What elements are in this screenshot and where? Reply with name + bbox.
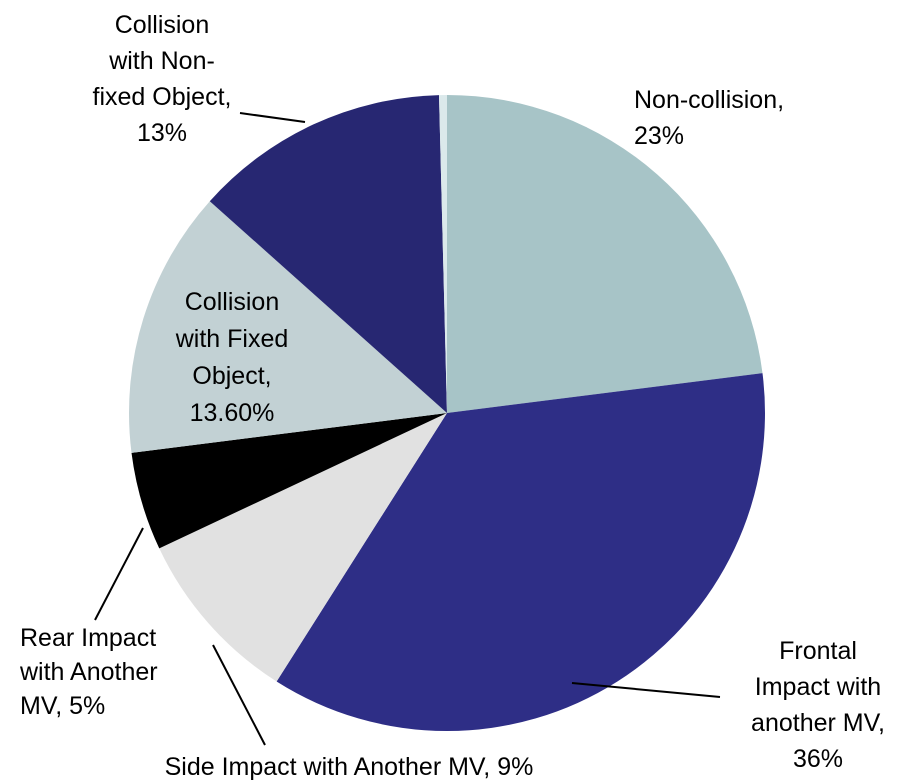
pie-slice xyxy=(209,95,447,413)
pie-slice xyxy=(276,373,765,731)
label-line: Frontal xyxy=(779,637,857,665)
label-line: Side Impact with Another MV, xyxy=(165,753,491,781)
slice-label: Collision with Non-fixed Object, 13% xyxy=(93,11,232,147)
slice-label: Non-collision, 23% xyxy=(634,86,784,150)
label-line: Rear Impact xyxy=(20,624,156,652)
value-label: 13.60% xyxy=(190,399,275,427)
value-label: 23% xyxy=(634,122,684,150)
label-line: Non-collision, xyxy=(634,86,784,114)
pie xyxy=(129,95,765,731)
label-line: Collision xyxy=(115,11,209,39)
label-line: with Non- xyxy=(108,47,215,75)
pie-slice xyxy=(447,95,763,413)
leader-line xyxy=(239,112,306,123)
slice-label: Frontal Impact with another MV, 36% xyxy=(751,637,885,773)
label-line: Collision xyxy=(185,288,279,316)
value-label: 13% xyxy=(137,119,187,147)
label-line: with Another xyxy=(19,658,158,686)
labels: Non-collision, 23% Frontal Impact with anoth… xyxy=(19,11,885,781)
slice-label: Side Impact with Another MV, 9% xyxy=(165,753,534,781)
leader-line xyxy=(212,644,266,746)
pie-slice xyxy=(131,413,448,549)
slice-label: Collision with Fixed Object, 13.60% xyxy=(175,288,289,427)
label-line: with Fixed xyxy=(175,325,289,353)
label-line: Impact with xyxy=(755,673,881,701)
label-line: fixed Object, xyxy=(93,83,232,111)
slice-label: Rear Impact with Another MV, 5% xyxy=(19,624,158,720)
label-line: MV, xyxy=(20,692,62,720)
pie-slice xyxy=(129,201,447,453)
label-line: another MV, xyxy=(751,709,885,737)
leader-line xyxy=(94,527,144,621)
value-label: 9% xyxy=(497,753,533,781)
pie-slice xyxy=(159,413,447,682)
value-label: 5% xyxy=(69,692,105,720)
leader-line xyxy=(571,682,721,698)
value-label: 36% xyxy=(793,745,843,773)
label-line: Object, xyxy=(192,362,271,390)
pie-slice xyxy=(439,95,447,413)
